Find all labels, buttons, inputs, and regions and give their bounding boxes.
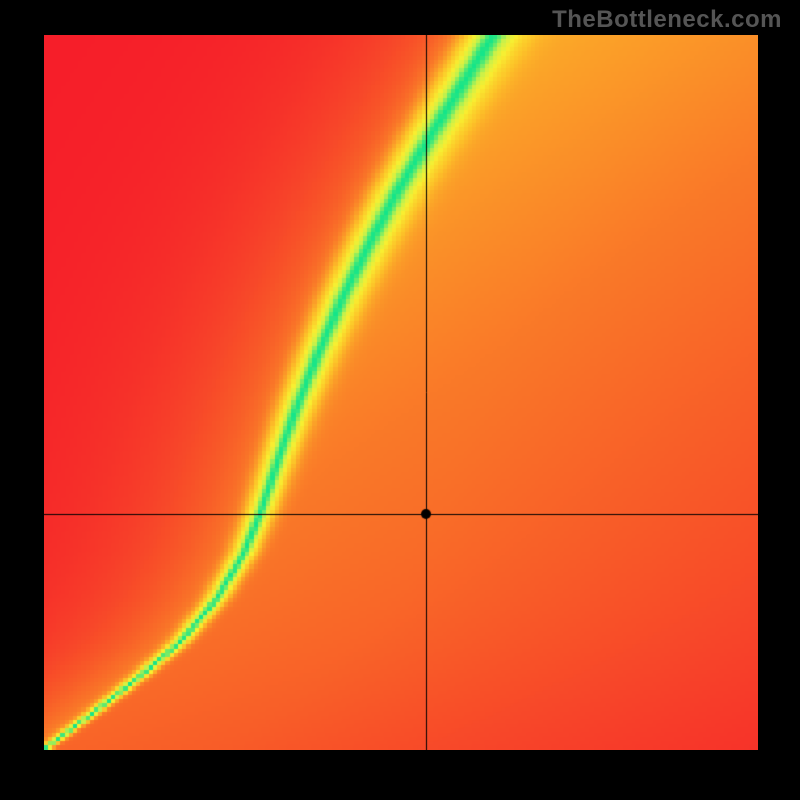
watermark-text: TheBottleneck.com bbox=[552, 6, 782, 34]
heatmap-canvas bbox=[44, 35, 758, 750]
chart-container: TheBottleneck.com bbox=[0, 0, 800, 800]
